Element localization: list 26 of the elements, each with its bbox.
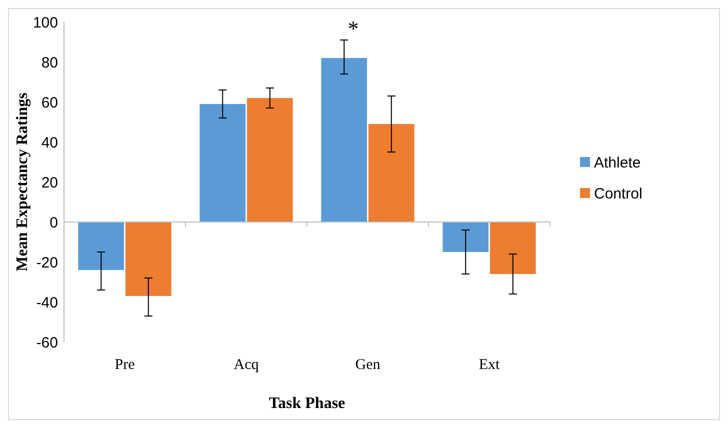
x-tick-label: Acq (234, 357, 260, 373)
bar (490, 222, 536, 274)
x-tick-label: Gen (355, 357, 381, 373)
bar (125, 222, 172, 296)
annotation: * (348, 16, 359, 41)
bar (246, 98, 293, 222)
bar (200, 104, 246, 222)
y-tick-label: -20 (36, 254, 58, 272)
bar (78, 222, 124, 270)
bar (321, 58, 368, 222)
y-tick-label: 80 (41, 54, 58, 72)
y-tick-label: 100 (32, 14, 58, 32)
y-tick-label: 0 (50, 214, 58, 232)
bar (442, 222, 489, 252)
y-axis-title: Mean Expectancy Ratings (14, 92, 31, 272)
y-tick-label: 40 (41, 134, 58, 152)
x-tick-label: Ext (478, 357, 500, 373)
x-axis-title: Task Phase (268, 395, 346, 412)
y-tick-label: 20 (41, 174, 58, 192)
legend-label: Control (594, 185, 642, 202)
y-tick-label: 60 (41, 94, 58, 112)
x-tick-label: Pre (114, 357, 136, 373)
y-tick-label: -40 (36, 294, 58, 312)
legend-label: Athlete (594, 154, 641, 172)
bar (368, 124, 414, 222)
y-tick-label: -60 (36, 334, 58, 352)
